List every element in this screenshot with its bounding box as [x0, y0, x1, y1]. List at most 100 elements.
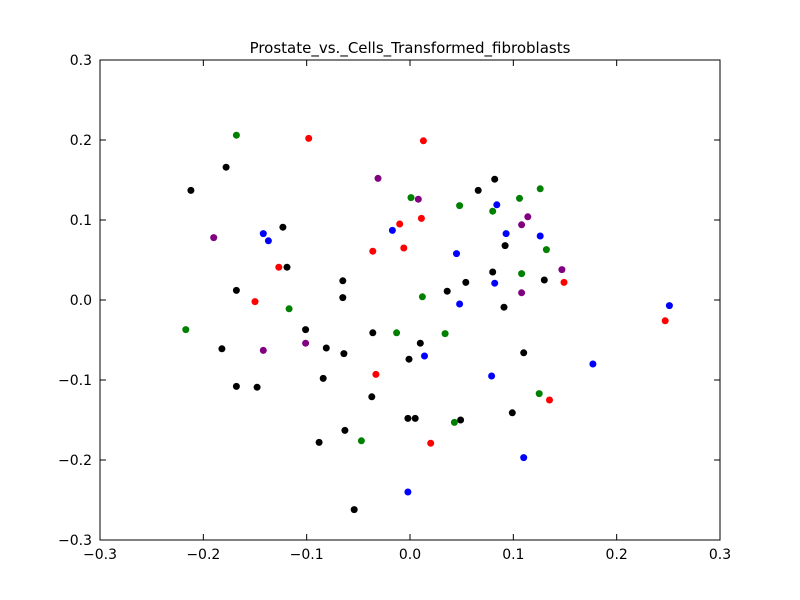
data-point — [283, 263, 291, 271]
data-point — [493, 201, 501, 209]
data-point — [589, 360, 597, 368]
data-point — [222, 163, 230, 171]
data-point — [427, 439, 435, 447]
data-point — [661, 317, 669, 325]
data-point — [210, 234, 218, 242]
data-point — [520, 349, 528, 357]
data-point — [264, 237, 272, 245]
data-point — [285, 305, 293, 313]
data-point — [374, 174, 382, 182]
data-point — [400, 244, 408, 252]
data-point — [369, 329, 377, 337]
data-point — [372, 370, 380, 378]
chart-title: Prostate_vs._Cells_Transformed_fibroblas… — [250, 39, 571, 58]
data-point — [502, 230, 510, 238]
data-point — [340, 350, 348, 358]
plot-frame — [99, 59, 721, 541]
data-point — [305, 134, 313, 142]
data-point — [396, 220, 404, 228]
plot-area — [100, 60, 720, 540]
data-point — [418, 293, 426, 301]
data-point — [540, 276, 548, 284]
data-point — [350, 506, 358, 514]
data-point — [546, 396, 553, 404]
data-point — [232, 131, 240, 139]
x-tick-label: 0.3 — [709, 547, 731, 563]
data-point — [489, 268, 497, 276]
data-point — [187, 186, 195, 194]
data-point — [393, 329, 401, 337]
data-point — [416, 339, 424, 347]
data-point — [259, 346, 267, 354]
data-point — [665, 302, 673, 310]
data-point — [443, 287, 451, 295]
data-point — [441, 330, 449, 338]
data-point — [462, 278, 470, 286]
data-point — [560, 278, 568, 286]
y-tick-label: −0.2 — [58, 453, 92, 469]
data-point — [508, 409, 516, 417]
data-point — [339, 294, 347, 302]
data-point — [322, 344, 330, 352]
y-tick-label: −0.3 — [58, 533, 92, 549]
data-point — [457, 416, 465, 424]
data-point — [414, 195, 422, 203]
data-point — [404, 414, 412, 422]
data-point — [319, 374, 327, 382]
data-point — [369, 247, 377, 255]
data-point — [404, 488, 412, 496]
data-point — [417, 214, 425, 222]
data-point — [315, 438, 323, 446]
data-point — [388, 226, 396, 234]
data-point — [411, 414, 419, 422]
x-tick-label: −0.3 — [83, 547, 117, 563]
data-point — [536, 185, 544, 193]
data-point — [456, 202, 464, 210]
y-tick-label: −0.1 — [58, 373, 92, 389]
data-point — [302, 326, 310, 334]
data-point — [491, 279, 499, 287]
x-tick-label: 0.0 — [399, 547, 421, 563]
data-point — [474, 186, 482, 194]
x-tick-label: −0.2 — [186, 547, 220, 563]
data-point — [279, 223, 287, 231]
data-point — [407, 194, 415, 202]
data-point — [518, 289, 526, 297]
data-point — [421, 352, 428, 360]
data-point — [536, 232, 544, 240]
data-point — [232, 382, 240, 390]
data-point — [357, 437, 365, 445]
data-point — [218, 345, 226, 353]
data-point — [368, 393, 376, 401]
data-point — [501, 242, 509, 250]
data-point — [251, 298, 259, 306]
data-point — [456, 300, 464, 308]
data-point — [491, 175, 499, 183]
data-point — [232, 286, 240, 294]
data-point — [275, 263, 283, 271]
data-point — [535, 390, 543, 398]
data-point — [518, 221, 526, 229]
data-point — [259, 230, 267, 238]
data-point — [450, 418, 458, 426]
data-point — [516, 194, 523, 202]
x-tick-label: 0.2 — [606, 547, 628, 563]
data-point — [518, 270, 526, 278]
data-point — [488, 372, 496, 380]
points-layer — [182, 131, 673, 514]
x-tick-label: −0.1 — [290, 547, 324, 563]
data-point — [542, 246, 550, 254]
data-point — [524, 213, 532, 221]
y-tick-label: 0.2 — [70, 133, 92, 149]
data-point — [489, 207, 497, 215]
y-tick-label: 0.3 — [70, 53, 92, 69]
data-point — [341, 426, 349, 434]
data-point — [302, 339, 310, 347]
data-point — [339, 277, 347, 285]
data-point — [182, 326, 190, 334]
data-point — [405, 355, 413, 363]
data-point — [558, 266, 566, 274]
data-point — [253, 383, 261, 391]
x-tick-label: 0.1 — [502, 547, 524, 563]
